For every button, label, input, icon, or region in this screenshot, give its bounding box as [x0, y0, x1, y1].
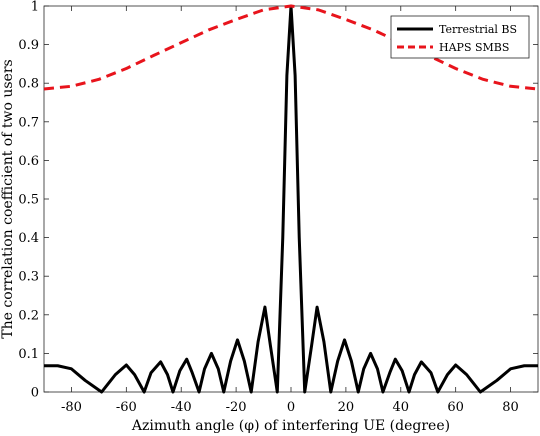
- y-tick-label: 0.7: [18, 115, 39, 130]
- x-tick-label: -80: [61, 400, 82, 415]
- x-tick-label: 80: [502, 400, 519, 415]
- x-tick-label: 20: [338, 400, 355, 415]
- axis-ticks: -80 -60 -40 -20 0 20 40 60 80 0 0.1 0.2 0.3 0.4 0.5 0.6…: [18, 0, 538, 415]
- y-tick-label: 0.9: [18, 38, 39, 53]
- y-tick-label: 0.1: [18, 347, 39, 362]
- y-tick-label: 0.5: [18, 193, 39, 208]
- legend-label-terrestrial-bs: Terrestrial BS: [439, 23, 517, 36]
- x-axis-label: Azimuth angle (φ) of interfering UE (deg…: [131, 418, 450, 434]
- plot-area: [43, 5, 539, 393]
- y-tick-label: 0.8: [18, 77, 39, 92]
- y-tick-label: 0: [31, 386, 39, 401]
- legend-box: [390, 15, 530, 59]
- series-line-haps-smbs: [43, 4, 539, 91]
- x-tick-label: -20: [226, 400, 247, 415]
- y-tick-label: 0.4: [18, 231, 39, 246]
- series-lines: [43, 4, 539, 394]
- y-tick-label: 1: [31, 0, 39, 15]
- x-tick-label: 60: [447, 400, 464, 415]
- y-tick-label: 0.2: [18, 308, 39, 323]
- x-tick-label: -40: [171, 400, 192, 415]
- legend-label-haps-smbs: HAPS SMBS: [439, 41, 509, 54]
- x-tick-label: 0: [287, 400, 295, 415]
- y-axis-label: The correlation coefficient of two users: [0, 59, 16, 338]
- legend: Terrestrial BS HAPS SMBS: [390, 15, 530, 59]
- x-tick-label: 40: [393, 400, 410, 415]
- x-tick-label: -60: [116, 400, 137, 415]
- y-tick-label: 0.6: [18, 154, 39, 169]
- y-tick-label: 0.3: [18, 270, 39, 285]
